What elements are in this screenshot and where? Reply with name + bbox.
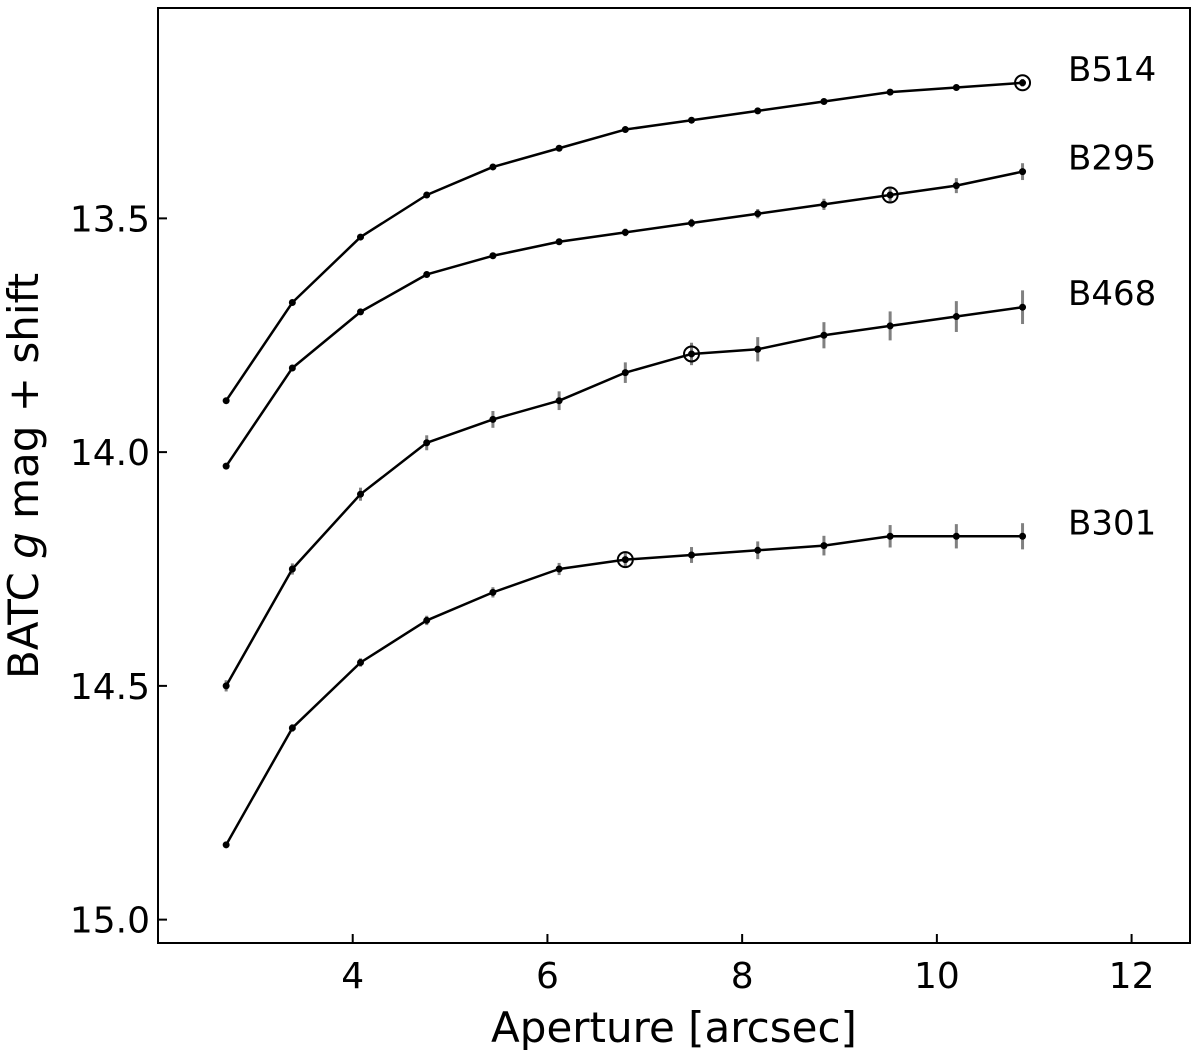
series-label: B514 — [1068, 50, 1156, 90]
data-point — [754, 345, 762, 353]
data-point — [621, 556, 629, 564]
data-point — [555, 238, 563, 246]
data-point — [886, 322, 894, 330]
highlight-marker — [1014, 74, 1032, 92]
data-point — [886, 532, 894, 540]
data-point — [222, 841, 230, 849]
data-point — [555, 397, 563, 405]
data-point — [952, 182, 960, 190]
data-point — [357, 233, 365, 241]
data-point — [288, 565, 296, 573]
data-point — [754, 210, 762, 218]
data-point — [952, 83, 960, 91]
x-tick-label: 12 — [1109, 956, 1155, 997]
data-point — [952, 532, 960, 540]
series-line — [225, 170, 1023, 467]
x-tick-label: 10 — [914, 956, 960, 997]
data-point — [621, 126, 629, 134]
series-b514: B514 — [222, 50, 1156, 405]
series-label: B301 — [1068, 503, 1156, 543]
data-point — [688, 551, 696, 559]
x-tick-label: 8 — [731, 956, 754, 997]
series-layer: B514 B295 B468 B301 — [222, 50, 1156, 849]
data-point — [820, 200, 828, 208]
data-point — [1019, 532, 1027, 540]
x-tick-label: 6 — [536, 956, 559, 997]
highlight-marker — [616, 551, 634, 569]
data-point — [754, 546, 762, 554]
data-point — [555, 144, 563, 152]
data-point — [288, 724, 296, 732]
series-b301: B301 — [222, 503, 1156, 849]
data-point — [489, 252, 497, 260]
data-point — [555, 565, 563, 573]
data-point — [688, 350, 696, 358]
data-point — [820, 542, 828, 550]
data-point — [688, 116, 696, 124]
data-point — [886, 88, 894, 96]
data-point — [489, 415, 497, 423]
series-b295: B295 — [222, 139, 1156, 470]
y-axis-label: BATC g mag + shift — [0, 273, 48, 679]
data-point — [288, 299, 296, 307]
highlight-marker — [683, 345, 701, 363]
data-point — [489, 163, 497, 171]
data-point — [222, 682, 230, 690]
data-point — [222, 397, 230, 405]
data-point — [1019, 303, 1027, 311]
data-point — [288, 364, 296, 372]
y-tick-label: 14.0 — [70, 433, 150, 474]
series-line — [225, 535, 1023, 846]
data-point — [1019, 79, 1027, 87]
data-point — [621, 228, 629, 236]
data-point — [1019, 168, 1027, 176]
x-axis-label: Aperture [arcsec] — [491, 1003, 857, 1050]
data-point — [489, 588, 497, 596]
y-tick-label: 14.5 — [70, 667, 150, 708]
data-point — [820, 98, 828, 105]
data-point — [621, 369, 629, 377]
data-point — [423, 191, 431, 199]
series-label: B295 — [1068, 139, 1156, 179]
y-axis-label-prefix: BATC — [0, 559, 48, 679]
series-b468: B468 — [222, 274, 1156, 692]
x-axis-ticks: 4 6 8 10 12 — [341, 934, 1154, 997]
y-axis-ticks: 13.5 14.0 14.5 15.0 — [70, 199, 167, 942]
data-point — [423, 616, 431, 624]
data-point — [886, 191, 894, 199]
data-point — [222, 462, 230, 470]
plot-frame — [157, 7, 1191, 944]
series-label: B468 — [1068, 274, 1156, 314]
data-point — [357, 490, 365, 498]
highlight-marker — [881, 186, 899, 204]
data-point — [952, 313, 960, 321]
data-point — [423, 270, 431, 278]
data-point — [820, 331, 828, 339]
y-axis-label-suffix: mag + shift — [0, 273, 48, 532]
y-tick-label: 13.5 — [70, 199, 150, 240]
data-point — [423, 439, 431, 447]
data-point — [357, 308, 365, 316]
y-axis-label-italic: g — [0, 532, 48, 559]
data-point — [754, 107, 762, 115]
data-point — [357, 659, 365, 666]
y-tick-label: 15.0 — [70, 901, 150, 942]
data-point — [688, 219, 696, 227]
x-tick-label: 4 — [341, 956, 364, 997]
